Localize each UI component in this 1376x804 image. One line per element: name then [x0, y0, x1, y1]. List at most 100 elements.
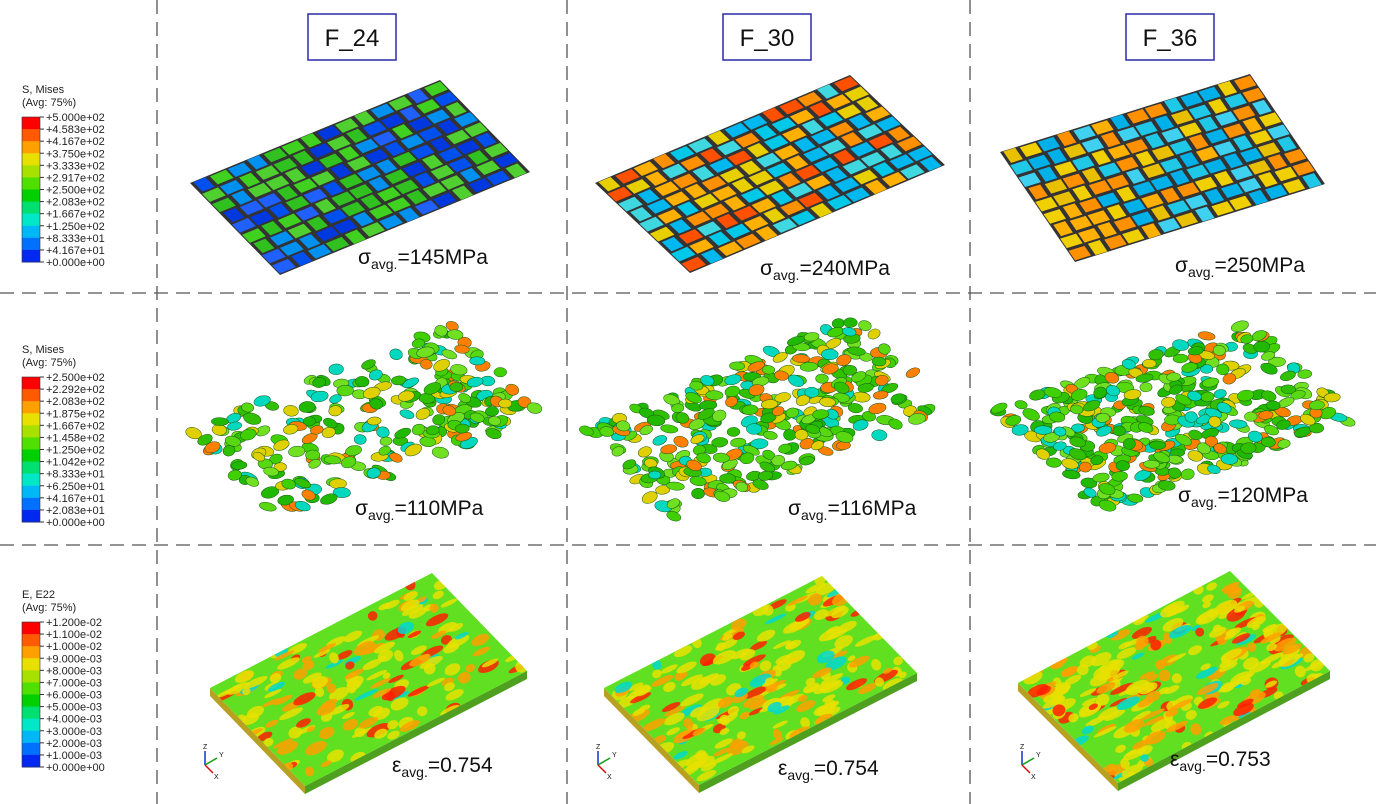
particle: [1187, 450, 1204, 462]
weave-tile: [724, 122, 750, 138]
strain-blob: [1164, 684, 1180, 695]
strain-blob: [692, 727, 706, 736]
weave-tile: [1035, 196, 1058, 212]
weave-tile: [888, 126, 910, 142]
strain-blob: [1116, 696, 1140, 711]
strain-blob: [344, 668, 364, 680]
weave-tile: [1043, 209, 1066, 224]
strain-blob: [651, 674, 674, 687]
weave-tile: [1234, 75, 1257, 91]
particle: [329, 394, 342, 404]
strain-blob: [1123, 719, 1145, 733]
strain-blob: [674, 672, 685, 681]
particle: [441, 349, 458, 360]
particle-render: [990, 320, 1356, 512]
weave-tile: [718, 241, 743, 257]
weave-tile: [1180, 92, 1203, 107]
triad-axis: [597, 757, 611, 766]
particle: [1308, 422, 1325, 434]
strain-blob: [400, 599, 420, 612]
particle: [1153, 451, 1170, 463]
weave-tiles: [598, 76, 942, 272]
strain-blob: [1233, 703, 1254, 716]
particle: [1098, 483, 1116, 495]
weave-tile: [810, 129, 836, 145]
particle: [689, 475, 707, 487]
legend-label: +1.667e+02: [46, 420, 105, 432]
strain-blob: [1168, 624, 1192, 639]
strain-blob: [325, 659, 344, 669]
particle: [281, 478, 296, 490]
strain-blob: [808, 593, 823, 606]
weave-tile: [865, 179, 887, 195]
particle: [1112, 425, 1126, 437]
strain-blob: [710, 753, 734, 765]
triad-axis: [204, 764, 214, 774]
particle: [1230, 320, 1249, 333]
particle: [1071, 423, 1085, 433]
strain-blob: [1111, 629, 1131, 641]
strain-blob: [722, 633, 733, 641]
strain-blob: [342, 711, 355, 720]
strain-blob: [345, 661, 355, 670]
weave-tile: [293, 178, 318, 193]
legend-label: +2.083e+02: [46, 197, 105, 209]
particle: [878, 343, 891, 355]
weave-tile: [339, 173, 363, 189]
weave-tile: [1078, 228, 1101, 243]
weave-tile: [780, 200, 805, 216]
strain-blob: [1273, 637, 1297, 652]
weave-tile: [1220, 183, 1244, 199]
weave-tile: [1097, 222, 1117, 238]
weave-tile: [1142, 163, 1165, 179]
weave-tile: [257, 193, 282, 208]
legend-swatch: [22, 754, 40, 768]
strain-blob: [358, 717, 379, 729]
weave-tile: [872, 162, 895, 177]
strain-blob: [1096, 666, 1121, 681]
particle: [778, 443, 792, 454]
strain-blob: [387, 720, 399, 730]
weave-tile: [1122, 229, 1145, 244]
value: =250MPa: [1214, 254, 1305, 277]
strain-blob: [1143, 715, 1164, 727]
particle: [447, 329, 464, 340]
weave-tile: [1135, 121, 1158, 136]
triad-axis: [1021, 764, 1031, 774]
weave-tile: [319, 153, 343, 169]
symbol: σ: [788, 497, 801, 520]
weave-tile: [1132, 181, 1156, 196]
strain-blob: [274, 650, 295, 661]
strain-blob: [367, 611, 378, 621]
column-header: F_30: [740, 25, 795, 52]
strain-blob: [1043, 690, 1064, 703]
header-box: [1125, 13, 1215, 61]
weave-tile: [1028, 184, 1048, 200]
strain-blob: [782, 619, 807, 634]
particle: [505, 383, 519, 396]
weave-tile: [1087, 210, 1111, 225]
weave-tile: [1217, 80, 1238, 96]
particle: [771, 454, 785, 467]
strain-blob: [627, 682, 644, 692]
strain-blob: [1196, 683, 1219, 696]
legend-label: +2.500e+02: [46, 372, 105, 384]
particle: [227, 469, 242, 481]
strain-blob: [1246, 642, 1257, 652]
strain-blob: [749, 699, 768, 710]
particle: [821, 348, 839, 361]
weave-tile: [653, 153, 675, 169]
particle: [1111, 471, 1128, 482]
particle: [758, 470, 774, 481]
particle: [1138, 406, 1155, 416]
particle: [434, 325, 448, 337]
legend-label: +1.250e+02: [46, 445, 105, 457]
particle: [1104, 372, 1120, 384]
legend-label: +3.750e+02: [46, 148, 105, 160]
strain-blob: [342, 718, 359, 731]
particle: [1070, 404, 1084, 415]
particle: [1240, 442, 1257, 454]
particle: [1309, 400, 1325, 411]
weave-tile: [1097, 192, 1120, 207]
